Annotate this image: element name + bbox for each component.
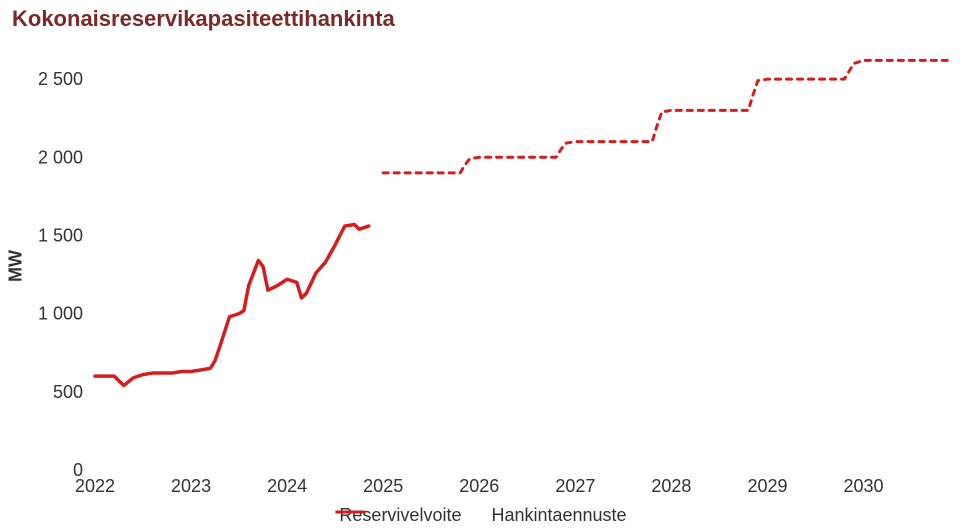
x-tick-label: 2023 [171,476,211,496]
y-tick-label: 2 000 [38,147,83,167]
x-tick-label: 2029 [747,476,787,496]
x-tick-label: 2025 [363,476,403,496]
legend-label: Hankintaennuste [491,505,626,526]
series-hankintaennuste [383,60,950,173]
y-tick-label: 1 000 [38,304,83,324]
x-tick-label: 2028 [651,476,691,496]
chart-container: Kokonaisreservikapasiteettihankinta MW 0… [0,0,960,532]
series-reservivelvoite [95,225,369,386]
x-tick-label: 2022 [75,476,115,496]
y-tick-label: 500 [53,382,83,402]
y-tick-label: 1 500 [38,225,83,245]
x-tick-label: 2027 [555,476,595,496]
legend: Reservivelvoite Hankintaennuste [333,505,626,526]
legend-item-hankintaennuste: Hankintaennuste [485,505,626,526]
chart-svg: 05001 0001 5002 0002 5002022202320242025… [0,0,960,532]
y-tick-label: 2 500 [38,69,83,89]
x-tick-label: 2026 [459,476,499,496]
x-tick-label: 2024 [267,476,307,496]
x-tick-label: 2030 [844,476,884,496]
